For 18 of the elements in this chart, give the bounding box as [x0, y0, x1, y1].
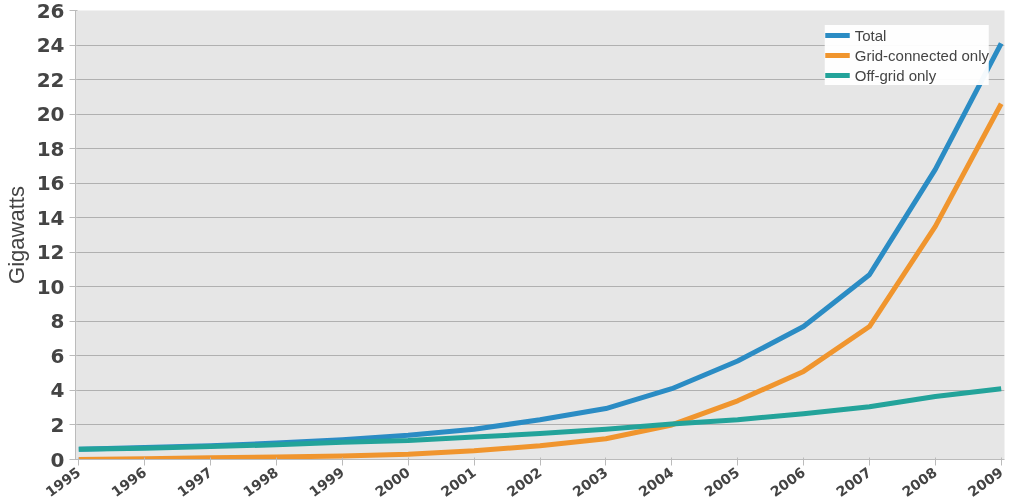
- y-tick-label: 20: [36, 102, 65, 127]
- y-tick-label: 2: [50, 412, 65, 437]
- y-tick-label: 4: [50, 378, 65, 403]
- y-tick-label: 12: [36, 240, 65, 265]
- y-tick-label: 24: [36, 33, 65, 58]
- y-tick-label: 22: [36, 67, 65, 92]
- y-tick-label: 14: [36, 205, 65, 230]
- y-tick-label: 0: [50, 447, 65, 472]
- y-tick-label: 18: [36, 136, 65, 161]
- legend-label: Grid-connected only: [854, 46, 989, 64]
- y-tick-label: 10: [36, 274, 65, 299]
- legend-label: Total: [854, 26, 887, 44]
- y-tick-label: 26: [36, 0, 65, 23]
- y-tick-label: 16: [36, 171, 65, 196]
- y-tick-label: 8: [50, 309, 65, 334]
- y-axis-title: Gigawatts: [3, 186, 29, 284]
- legend-label: Off-grid only: [854, 66, 937, 84]
- y-tick-label: 6: [50, 343, 65, 368]
